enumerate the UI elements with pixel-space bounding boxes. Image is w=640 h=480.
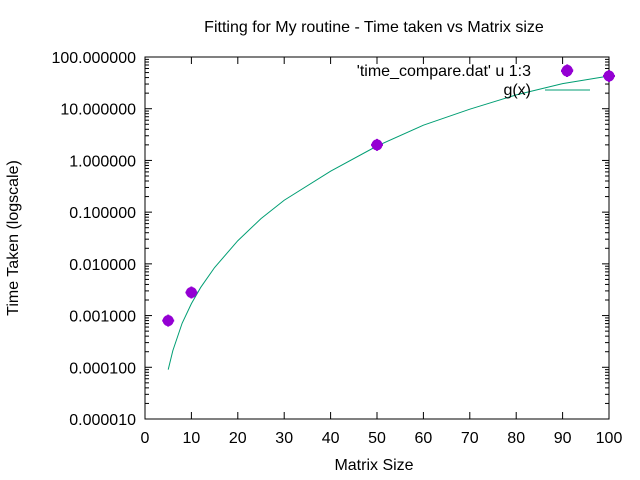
y-tick-label: 100.000000 — [51, 50, 136, 67]
y-tick-label: 0.000010 — [69, 412, 136, 429]
x-tick-label: 90 — [554, 430, 572, 447]
y-tick-label: 10.000000 — [60, 102, 136, 119]
plot-frame — [144, 56, 610, 420]
x-tick-label: 100 — [596, 430, 623, 447]
fit-curve-line — [167, 75, 610, 370]
data-point-cross — [185, 286, 198, 299]
x-tick-label: 0 — [141, 430, 150, 447]
x-tick-label: 60 — [415, 430, 433, 447]
x-tick-label: 70 — [461, 430, 479, 447]
y-axis-label: Time Taken (logscale) — [5, 160, 22, 316]
x-tick-label: 20 — [229, 430, 247, 447]
chart-title: Fitting for My routine - Time taken vs M… — [204, 19, 544, 36]
series-layer — [162, 64, 615, 370]
ticks-layer: 0 10 20 30 40 50 60 70 80 90 100 100.000000 10.00000… — [51, 50, 622, 447]
x-tick-label: 50 — [368, 430, 386, 447]
y-tick-label: 0.001000 — [69, 309, 136, 326]
data-point-cross — [162, 314, 175, 327]
data-point-cross — [603, 69, 615, 82]
data-point-cross — [371, 138, 383, 151]
legend-label: g(x) — [503, 82, 531, 99]
x-tick-label: 30 — [275, 430, 293, 447]
x-tick-label: 10 — [183, 430, 201, 447]
y-tick-label: 0.010000 — [69, 257, 136, 274]
legend-point-cross — [561, 65, 573, 77]
y-tick-label: 1.000000 — [69, 153, 136, 170]
y-tick-label: 0.000100 — [69, 360, 136, 377]
x-axis-label: Matrix Size — [334, 457, 413, 474]
legend: 'time_compare.dat' u 1:3 g(x) — [357, 63, 590, 99]
data-point — [371, 138, 383, 151]
data-point — [162, 314, 175, 327]
legend-label: 'time_compare.dat' u 1:3 — [357, 63, 531, 80]
x-tick-label: 80 — [507, 430, 525, 447]
data-point — [603, 69, 615, 82]
x-tick-label: 40 — [322, 430, 340, 447]
y-tick-label: 0.100000 — [69, 205, 136, 222]
data-point — [185, 286, 198, 299]
